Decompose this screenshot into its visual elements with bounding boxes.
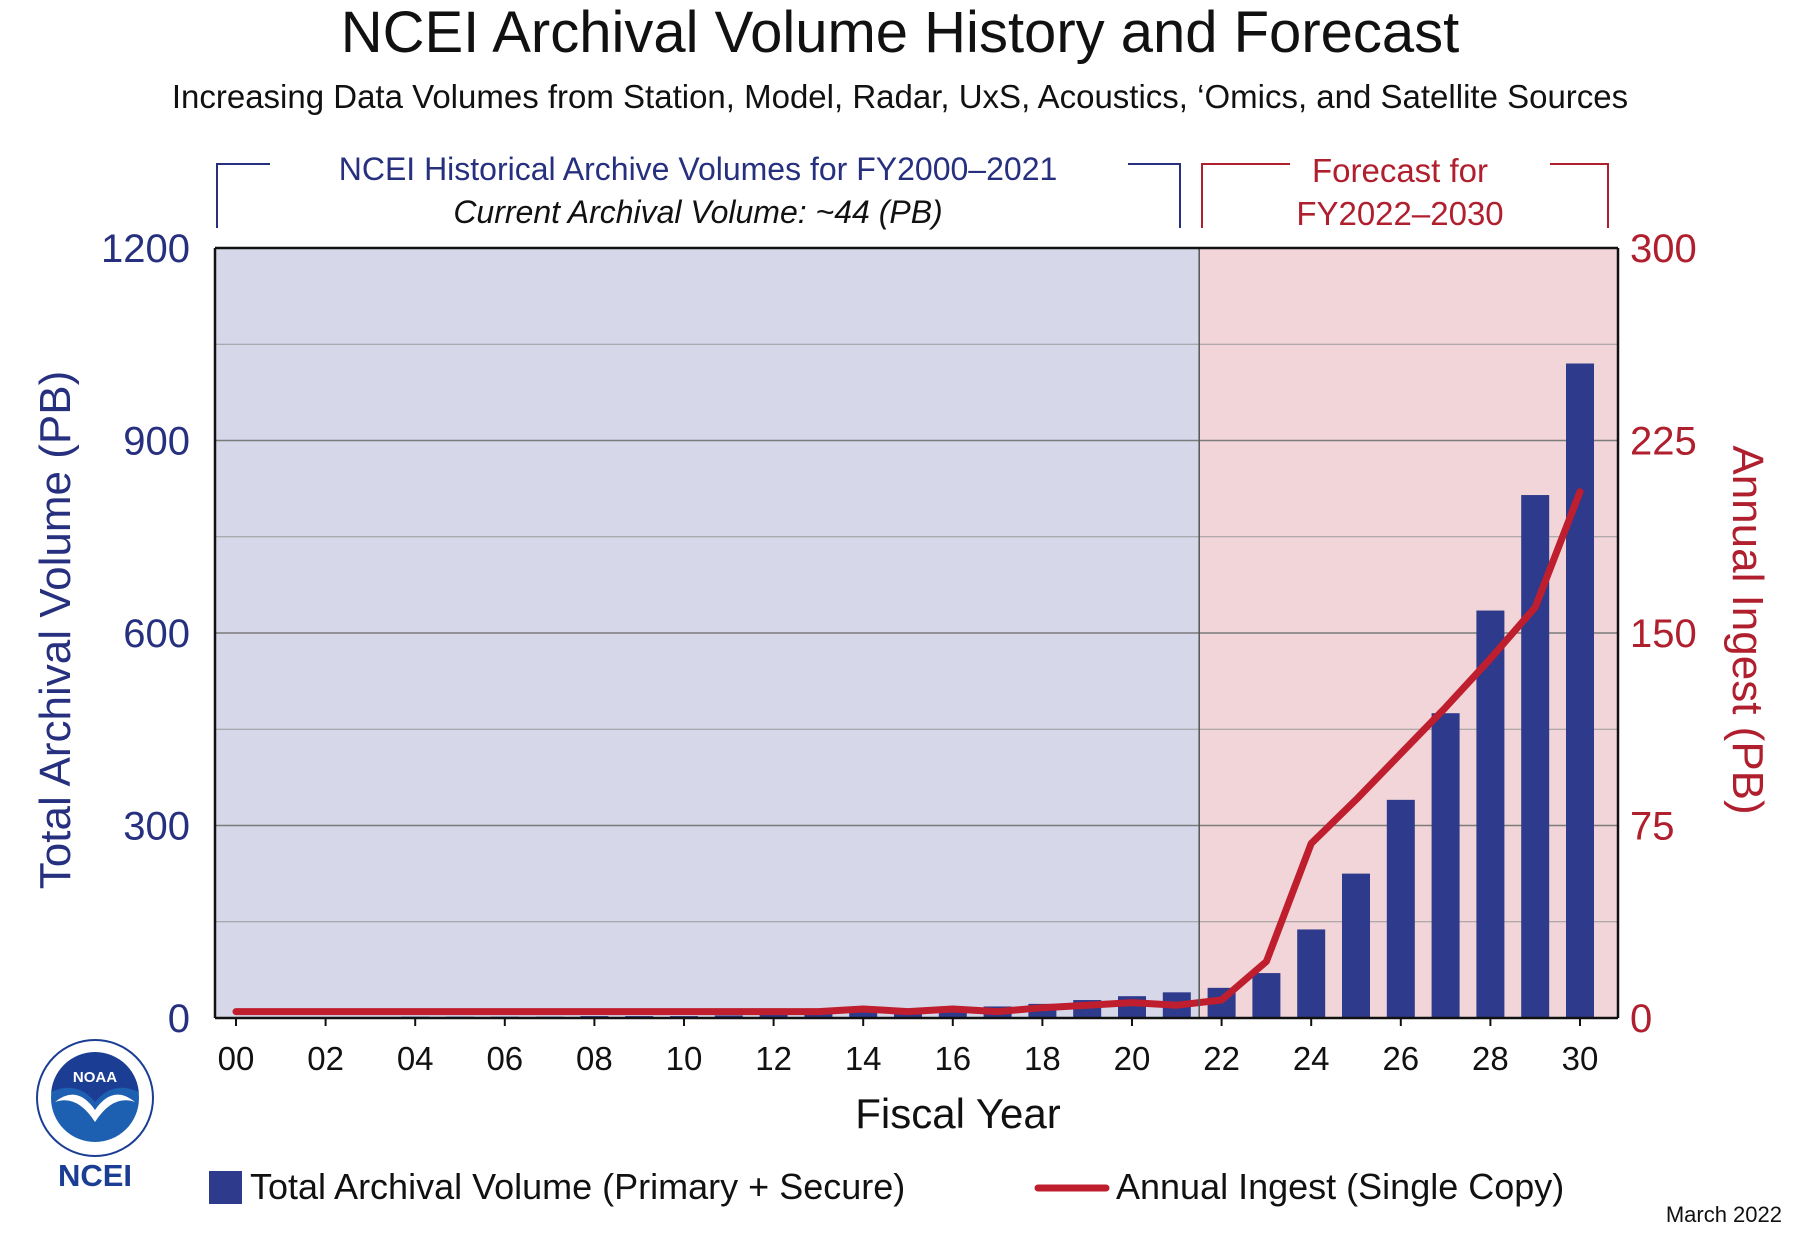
bar-16 bbox=[938, 1009, 967, 1018]
y-axis-title: Total Archival Volume (PB) bbox=[31, 371, 80, 889]
x-tick-label: 14 bbox=[845, 1040, 882, 1077]
x-tick-label: 08 bbox=[576, 1040, 613, 1077]
y-tick-label: 300 bbox=[123, 805, 190, 849]
current-volume-label: Current Archival Volume: ~44 (PB) bbox=[453, 194, 942, 230]
x-tick-label: 30 bbox=[1562, 1040, 1599, 1077]
y2-tick-label: 0 bbox=[1630, 997, 1652, 1041]
bar-25 bbox=[1342, 873, 1370, 1018]
bar-28 bbox=[1476, 610, 1505, 1018]
forecast-bracket: Forecast for FY2022–2030 bbox=[1201, 152, 1609, 232]
noaa-seal-icon: NOAA bbox=[36, 1039, 154, 1157]
y2-tick-label: 225 bbox=[1630, 420, 1697, 464]
grid-lines bbox=[215, 343, 1618, 923]
y2-tick-label: 75 bbox=[1630, 805, 1675, 849]
y2-tick-label: 150 bbox=[1630, 612, 1697, 656]
legend-bar-swatch bbox=[209, 1171, 242, 1204]
legend-bar-label: Total Archival Volume (Primary + Secure) bbox=[250, 1166, 905, 1207]
x-tick-label: 18 bbox=[1024, 1040, 1061, 1077]
forecast-label: Forecast for bbox=[1312, 152, 1488, 189]
x-tick-label: 10 bbox=[666, 1040, 703, 1077]
bar-23 bbox=[1252, 973, 1281, 1018]
bar-27 bbox=[1431, 713, 1460, 1018]
forecast-years-label: FY2022–2030 bbox=[1296, 195, 1503, 232]
x-tick-label: 28 bbox=[1472, 1040, 1509, 1077]
date-stamp: March 2022 bbox=[1666, 1202, 1782, 1227]
y-tick-label: 1200 bbox=[101, 227, 190, 271]
bar-14 bbox=[849, 1012, 878, 1018]
x-axis-title: Fiscal Year bbox=[855, 1090, 1060, 1137]
y-tick-label: 600 bbox=[123, 612, 190, 656]
legend-line-label: Annual Ingest (Single Copy) bbox=[1116, 1166, 1564, 1207]
legend: Total Archival Volume (Primary + Secure)… bbox=[209, 1166, 1564, 1207]
historical-bracket: NCEI Historical Archive Volumes for FY20… bbox=[216, 151, 1181, 230]
y2-tick-label: 300 bbox=[1630, 227, 1697, 271]
x-tick-label: 16 bbox=[934, 1040, 971, 1077]
bar-11 bbox=[714, 1015, 743, 1018]
chart-title: NCEI Archival Volume History and Forecas… bbox=[341, 0, 1460, 65]
ncei-logo-text: NCEI bbox=[57, 1158, 133, 1193]
bar-24 bbox=[1297, 929, 1326, 1018]
x-tick-label: 06 bbox=[486, 1040, 523, 1077]
y2-axis-title: Annual Ingest (PB) bbox=[1723, 445, 1772, 814]
y-tick-label: 900 bbox=[123, 420, 190, 464]
x-tick-label: 24 bbox=[1293, 1040, 1330, 1077]
x-tick-label: 20 bbox=[1114, 1040, 1151, 1077]
bar-13 bbox=[804, 1013, 833, 1018]
x-tick-label: 00 bbox=[218, 1040, 255, 1077]
x-tick-label: 26 bbox=[1382, 1040, 1419, 1077]
ingest-line-group bbox=[232, 488, 1584, 1016]
x-tick-label: 02 bbox=[307, 1040, 344, 1077]
noaa-seal-text: NOAA bbox=[73, 1069, 117, 1086]
chart-subtitle: Increasing Data Volumes from Station, Mo… bbox=[172, 78, 1628, 115]
x-tick-label: 22 bbox=[1203, 1040, 1240, 1077]
x-tick-label: 12 bbox=[755, 1040, 792, 1077]
historical-label: NCEI Historical Archive Volumes for FY20… bbox=[339, 151, 1058, 187]
x-tick-label: 04 bbox=[397, 1040, 434, 1077]
y-tick-label: 0 bbox=[168, 997, 190, 1041]
bar-26 bbox=[1386, 799, 1415, 1018]
bar-30 bbox=[1566, 363, 1594, 1018]
ingest-line bbox=[232, 488, 1584, 1016]
axes: 0 300 600 900 1200 0 75 150 225 300 00 02 04 06 08 10 12… bbox=[101, 227, 1697, 1077]
plot-frame bbox=[213, 246, 1620, 1020]
bar-12 bbox=[759, 1014, 788, 1018]
